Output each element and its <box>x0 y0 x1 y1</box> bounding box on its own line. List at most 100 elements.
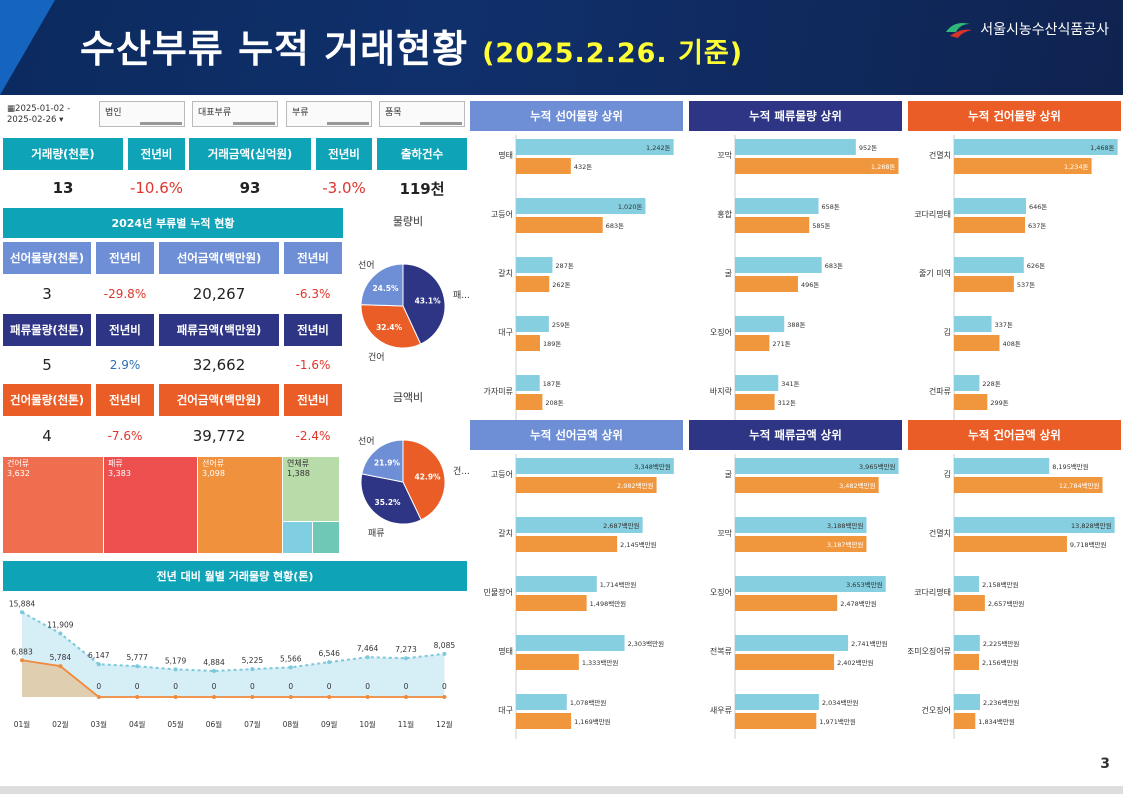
prev-data-label: 8,085 <box>434 641 456 650</box>
bar-current-label: 658톤 <box>822 203 840 211</box>
bar-current-label: 3,188백만원 <box>827 521 864 530</box>
bar-current-label: 2,236백만원 <box>983 698 1020 707</box>
bar-current-label: 626톤 <box>1027 262 1045 270</box>
shell-amount-value: 32,662 <box>192 356 246 374</box>
bar-current <box>954 458 1050 474</box>
bar-current <box>735 257 822 273</box>
month-tick-label: 11월 <box>398 719 415 729</box>
bar-previous-label: 12,784백만원 <box>1059 481 1100 490</box>
month-tick-label: 10월 <box>359 719 376 729</box>
bar-category-label: 명태 <box>498 646 513 656</box>
prev-point <box>212 668 216 673</box>
bar-current-label: 2,741백만원 <box>851 639 888 648</box>
pie-slice <box>361 439 404 483</box>
fresh-amount-yoy-value: -6.3% <box>295 287 331 301</box>
date-range-filter[interactable]: ▦2025-01-02 - 2025-02-26 ▾ <box>2 101 88 127</box>
bar-current <box>954 576 980 592</box>
bar-current-label: 1,242톤 <box>646 144 671 152</box>
section-title-2024: 2024년 부류별 누적 현황 <box>3 208 343 238</box>
page-number: 3 <box>1100 756 1110 772</box>
bar-previous <box>516 536 618 552</box>
bar-current-label: 683톤 <box>825 262 843 270</box>
pie-title: 물량비 <box>393 215 423 228</box>
bar-current-label: 1,078백만원 <box>570 698 607 707</box>
curr-point <box>212 695 216 699</box>
prev-point <box>327 660 332 665</box>
bar-category-label: 코다리명태 <box>914 209 951 219</box>
curr-point <box>96 695 101 699</box>
bar-previous-label: 2,402백만원 <box>837 658 874 667</box>
fresh-amount-value: 20,267 <box>192 285 246 303</box>
bar-previous-label: 262톤 <box>552 281 570 289</box>
item-filter[interactable]: 품목 <box>379 101 465 127</box>
dried-amount-header: 건어금액(백만원) <box>159 384 279 416</box>
curr-data-label: 0 <box>404 682 409 691</box>
curr-point <box>365 695 370 699</box>
bar-category-label: 건멸치 <box>929 528 951 538</box>
bar-category-label: 갈치 <box>498 529 513 538</box>
bar-previous <box>735 477 879 493</box>
bar-previous <box>516 595 587 611</box>
pie-slice <box>360 473 422 525</box>
shell-volume-yoy-header: 전년비 <box>96 314 154 346</box>
bar-previous-label: 2,982백만원 <box>617 481 654 490</box>
corp-filter[interactable]: 법인 <box>99 101 185 127</box>
kpi-amount-value: 93 <box>239 179 261 197</box>
page-title: 수산부류 누적 거래현황 (2025.2.26. 기준) <box>80 27 744 71</box>
dried-volume-yoy-header: 전년비 <box>96 384 154 416</box>
bar-previous-label: 1,169백만원 <box>574 717 611 726</box>
amount-ratio-pie-chart: 금액비 42.9% 건... 35.2% 패류 21.9% 선어 <box>358 391 470 539</box>
pie-slice <box>402 263 446 345</box>
bar-current <box>954 517 1115 533</box>
bar-category-label: 대구 <box>498 328 513 337</box>
kpi-amount-header: 거래금액(십억원) <box>189 138 311 170</box>
pie-slice-label: 패류 <box>368 528 385 539</box>
bar-category-label: 굴 <box>725 269 732 278</box>
bar-current <box>735 458 899 474</box>
shell-amount-header: 패류금액(백만원) <box>159 314 279 346</box>
panel-title: 누적 선어물량 상위 <box>470 101 683 131</box>
curr-point <box>327 695 332 699</box>
kpi-volume-yoy-value: -10.6% <box>129 179 184 197</box>
prev-point <box>442 651 447 656</box>
bar-current <box>516 198 646 214</box>
bar-category-label: 고등어 <box>491 469 513 479</box>
curr-data-label: 0 <box>250 682 255 691</box>
bar-previous-label: 1,834백만원 <box>978 717 1015 726</box>
fresh-volume-value: 3 <box>42 285 52 303</box>
bar-current-label: 8,195백만원 <box>1052 462 1089 471</box>
treemap-mollusk: 연체류 1,388 <box>283 457 339 521</box>
pie-slice-label: 건... <box>453 466 470 477</box>
bar-category-label: 김 <box>944 469 951 479</box>
pie-slice-label: 건어 <box>368 352 385 363</box>
bar-category-label: 가자미류 <box>484 387 513 396</box>
category-filter[interactable]: 부류 <box>286 101 372 127</box>
bar-current <box>735 316 785 332</box>
prev-data-label: 11,909 <box>47 620 73 629</box>
dried-amount-yoy-value: -2.4% <box>295 429 331 443</box>
bar-current-label: 3,348백만원 <box>634 462 671 471</box>
prev-point <box>250 667 255 672</box>
month-tick-label: 04월 <box>129 719 146 729</box>
header-banner: 수산부류 누적 거래현황 (2025.2.26. 기준) 서울시농수산식품공사 <box>0 0 1123 95</box>
dried-volume-yoy-value: -7.6% <box>107 429 143 443</box>
major-filter[interactable]: 대표부류 <box>192 101 278 127</box>
pie-slice-pct: 32.4% <box>376 323 403 332</box>
bar-category-label: 민물장어 <box>484 587 513 597</box>
org-logo: 서울시농수산식품공사 <box>944 18 1109 40</box>
bar-previous-label: 2,478백만원 <box>840 599 877 608</box>
bar-previous <box>735 713 817 729</box>
bar-previous-label: 1,288톤 <box>871 163 896 171</box>
curr-data-label: 0 <box>442 682 447 691</box>
bar-category-label: 갈치 <box>498 269 513 278</box>
shell-volume-header: 패류물량(천톤) <box>3 314 91 346</box>
bar-current <box>516 316 549 332</box>
prev-point <box>20 610 24 615</box>
bar-current <box>954 198 1027 214</box>
bar-previous-label: 432톤 <box>574 163 592 171</box>
bar-current <box>516 694 567 710</box>
prev-data-label: 7,273 <box>395 645 417 654</box>
